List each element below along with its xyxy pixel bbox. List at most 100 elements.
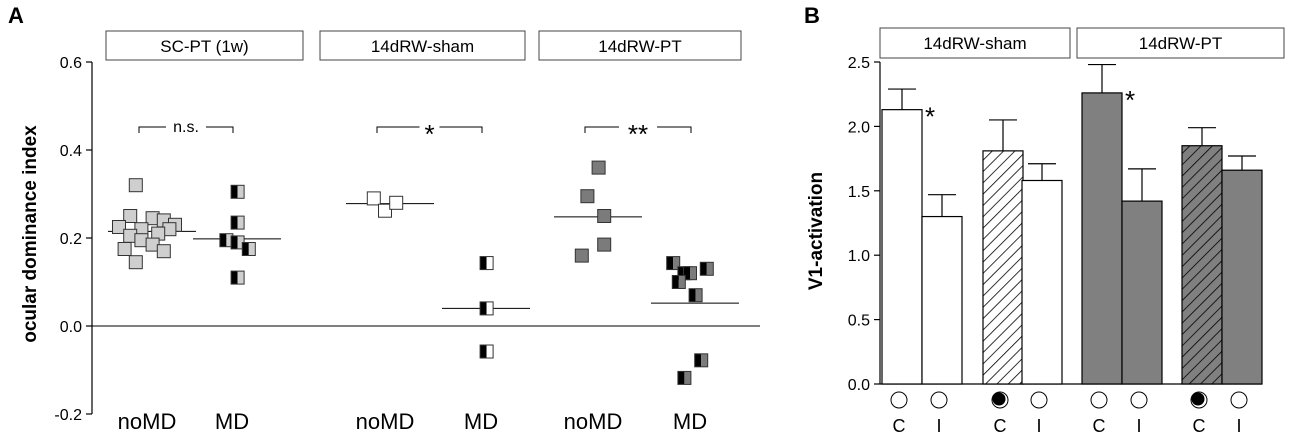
bar-0: *C xyxy=(881,88,935,436)
eye-open-icon xyxy=(1130,391,1148,409)
y-axis-title: V1-activation xyxy=(806,172,827,290)
group-header-title: 14dRW-sham xyxy=(371,37,474,56)
bar-label: I xyxy=(1236,416,1241,436)
significance-label: ** xyxy=(628,119,648,149)
bracket-left xyxy=(138,126,166,133)
point-square xyxy=(117,242,132,256)
point-square xyxy=(574,248,589,263)
y-tick-label: 0.0 xyxy=(60,319,82,336)
category-label: MD xyxy=(215,409,249,434)
bar-rect xyxy=(1121,200,1163,385)
point-left-half xyxy=(480,301,487,315)
bar-label: I xyxy=(936,416,941,436)
eye-closed-icon xyxy=(991,391,1009,409)
eye-open-icon xyxy=(930,391,948,409)
point-border xyxy=(230,215,245,230)
bar-significance: * xyxy=(1125,85,1135,115)
point-right-half xyxy=(673,256,680,270)
data-point xyxy=(591,160,606,175)
bar-rect xyxy=(1021,179,1063,385)
point-left-half xyxy=(694,353,702,367)
point-left-half xyxy=(689,288,696,302)
bar-1: I xyxy=(1121,168,1163,436)
bar-rect xyxy=(921,215,963,385)
eye-open-icon xyxy=(890,391,908,409)
group-header-title: 14dRW-PT xyxy=(1139,34,1222,53)
group-header-title: 14dRW-PT xyxy=(598,37,681,56)
group-header-title: SC-PT (1w) xyxy=(160,37,248,56)
data-point xyxy=(366,191,381,206)
bar-label: C xyxy=(994,416,1007,436)
point-left-half xyxy=(666,256,674,270)
point-left-half xyxy=(242,242,249,256)
data-point xyxy=(128,255,143,270)
data-point xyxy=(683,266,697,281)
y-tick-label: 2.5 xyxy=(848,55,870,72)
category-label: MD xyxy=(464,409,498,434)
point-border xyxy=(666,256,681,271)
group-header-box xyxy=(1076,27,1285,59)
data-point xyxy=(699,261,714,276)
data-point xyxy=(580,189,595,204)
data-point xyxy=(574,248,589,263)
point-left-half xyxy=(672,275,679,289)
data-point xyxy=(479,256,494,271)
bracket-left xyxy=(584,126,619,133)
point-square xyxy=(112,220,126,234)
point-right-half xyxy=(226,233,233,247)
group-2: 14dRW-PT noMD MD ** xyxy=(538,30,742,434)
point-right-half xyxy=(486,345,494,359)
group-1: 14dRW-sham noMD MD * xyxy=(319,30,530,434)
point-border xyxy=(688,288,703,303)
y-tick-label: -0.2 xyxy=(54,407,82,424)
point-left-half xyxy=(700,262,707,276)
bar-rect xyxy=(1081,92,1123,385)
panel-a-label: A xyxy=(8,3,24,28)
bar-significance: * xyxy=(925,102,935,132)
bracket-right xyxy=(206,126,234,133)
category-label: noMD xyxy=(564,409,623,434)
group-header-box xyxy=(879,27,1071,59)
panel-a-scatter: -0.2 0.0 0.2 0.4 0.6 ocular dominance index SC… xyxy=(20,30,760,434)
y-tick-label: 1.5 xyxy=(848,184,870,201)
point-square xyxy=(366,191,381,206)
eye-fill xyxy=(992,392,1006,406)
point-border xyxy=(241,242,256,256)
significance-label: n.s. xyxy=(173,119,199,136)
data-point xyxy=(378,203,392,218)
eye-closed-icon xyxy=(1190,391,1208,409)
point-right-half xyxy=(684,371,691,385)
bar-rect xyxy=(1221,169,1263,385)
y-tick-label: 1.0 xyxy=(848,248,870,265)
point-right-half xyxy=(237,235,245,249)
category-label: MD xyxy=(673,409,707,434)
bar-label: C xyxy=(1093,416,1106,436)
data-point xyxy=(112,220,126,234)
significance-bracket: * xyxy=(376,119,483,149)
data-point xyxy=(389,195,404,210)
data-point xyxy=(156,244,171,259)
significance-label: * xyxy=(424,119,434,149)
data-point xyxy=(479,344,494,359)
point-right-half xyxy=(690,266,697,280)
category-label: noMD xyxy=(118,409,177,434)
data-point xyxy=(128,178,143,193)
group-0: SC-PT (1w) noMD MD n.s. xyxy=(105,30,304,434)
point-left-half xyxy=(231,216,238,230)
point-right-half xyxy=(237,271,245,285)
point-right-half xyxy=(706,262,714,276)
point-square xyxy=(128,178,143,193)
significance-bracket: ** xyxy=(584,119,692,149)
bracket-right xyxy=(657,126,692,133)
data-point xyxy=(694,353,709,368)
eye-open-icon xyxy=(1030,391,1048,409)
point-square xyxy=(128,255,143,270)
bar-label: C xyxy=(893,416,906,436)
point-border xyxy=(699,261,714,276)
bar-label: C xyxy=(1193,416,1206,436)
point-border xyxy=(479,301,494,316)
point-border xyxy=(479,256,494,271)
bar-rect xyxy=(982,150,1024,385)
panel-b-label: B xyxy=(804,3,820,28)
point-border xyxy=(694,353,709,368)
